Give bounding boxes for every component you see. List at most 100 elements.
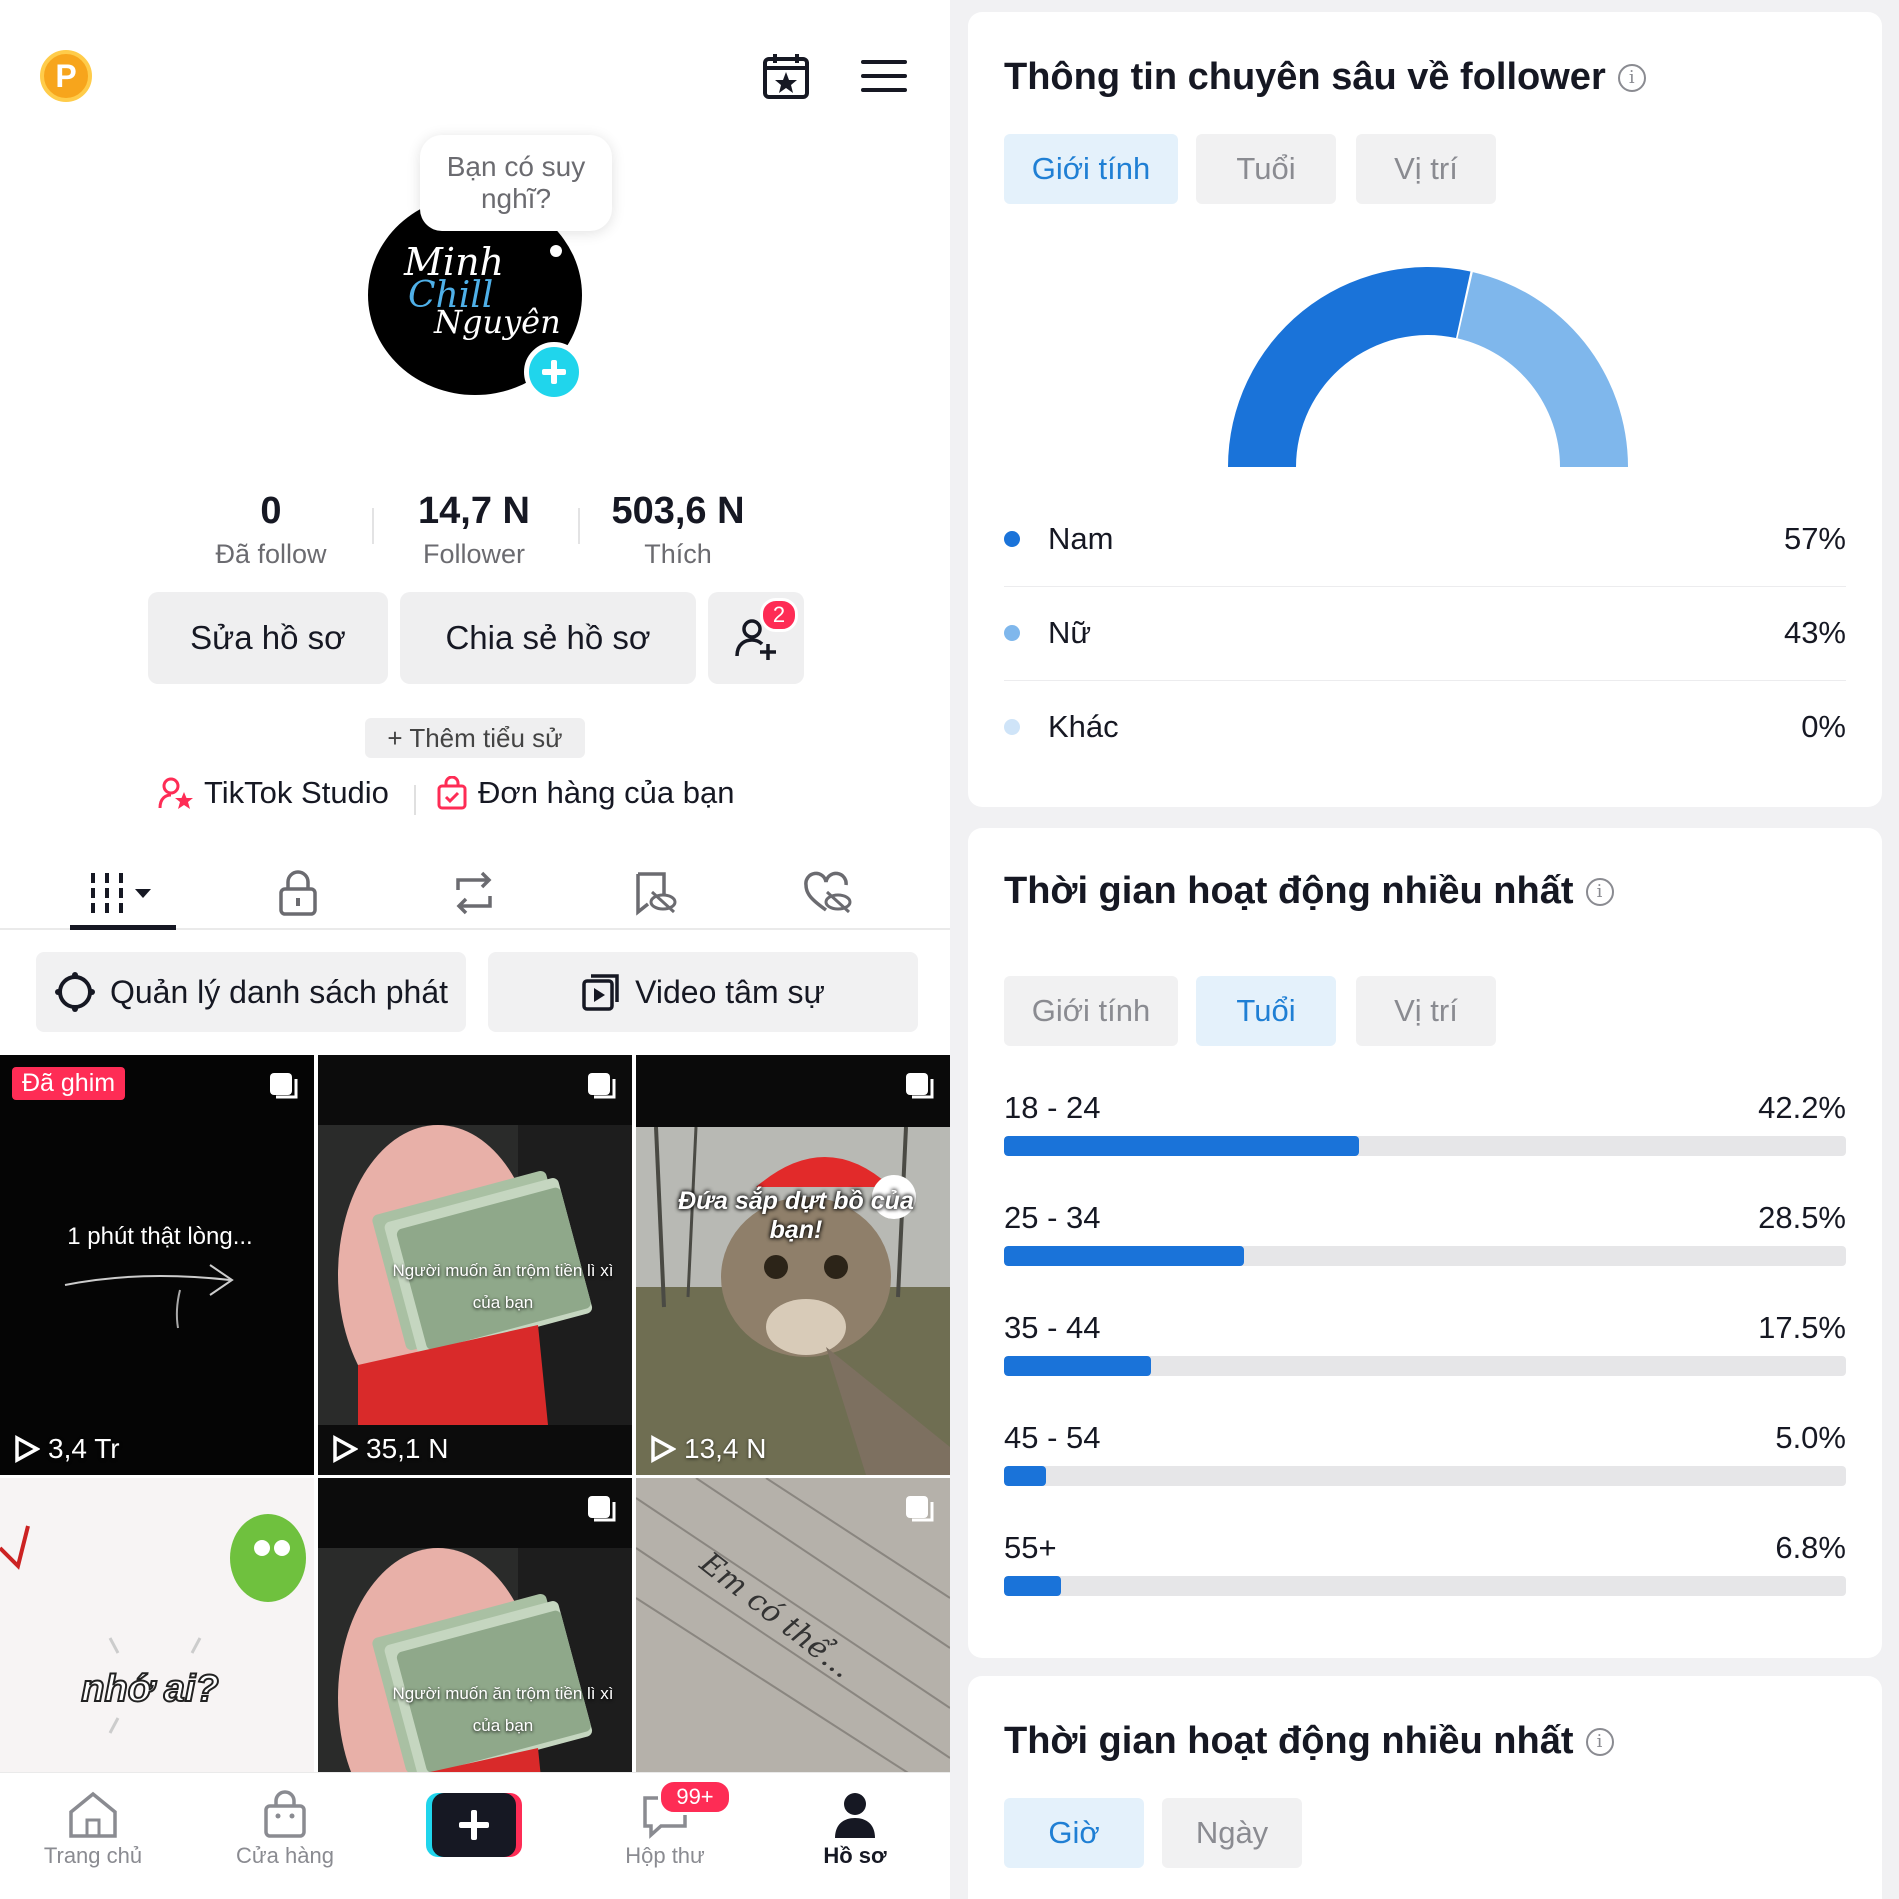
- tab-videos[interactable]: [62, 855, 182, 930]
- activity-time-card: Thời gian hoạt động nhiều nhất i Giờ Ngà…: [968, 1676, 1882, 1899]
- age-row-label: 45 - 54 5.0%: [1004, 1420, 1846, 1456]
- stat-following[interactable]: 0 Đã follow: [215, 490, 327, 569]
- avatar-text-2: Chill: [408, 275, 493, 316]
- calendar-star-icon[interactable]: [758, 48, 814, 104]
- tab-location[interactable]: Vị trí: [1356, 134, 1496, 204]
- heart-hidden-icon: [804, 871, 852, 913]
- active-tab-indicator: [70, 925, 176, 930]
- profile-icon: [835, 1793, 875, 1838]
- age-range: 25 - 34: [1004, 1200, 1101, 1235]
- add-bio-button[interactable]: + Thêm tiểu sử: [365, 718, 585, 758]
- add-avatar-icon[interactable]: [524, 342, 584, 402]
- multi-clip-icon: [906, 1496, 934, 1522]
- tab-day[interactable]: Ngày: [1162, 1798, 1302, 1868]
- tab-age[interactable]: Tuổi: [1196, 134, 1336, 204]
- play-icon: [333, 1435, 358, 1463]
- shop-icon: [264, 1790, 306, 1838]
- story-video-button[interactable]: Video tâm sự: [488, 952, 918, 1032]
- tab-age[interactable]: Tuổi: [1196, 976, 1336, 1046]
- tab-location[interactable]: Vị trí: [1356, 976, 1496, 1046]
- content-tabs: [0, 855, 950, 930]
- orders-link[interactable]: Đơn hàng của bạn: [436, 775, 734, 811]
- view-count: 13,4 N: [650, 1433, 767, 1465]
- age-bar-track: [1004, 1246, 1846, 1266]
- tab-liked[interactable]: [768, 855, 888, 930]
- nav-profile[interactable]: Hồ sơ: [770, 1787, 940, 1869]
- studio-icon: [158, 777, 193, 809]
- age-bar-track: [1004, 1576, 1846, 1596]
- age-bar: [1004, 1466, 1047, 1486]
- info-icon[interactable]: i: [1585, 877, 1614, 906]
- bottom-nav: Trang chủ Cửa hàng Hộp thư 99+ Hồ sơ: [0, 1772, 950, 1899]
- follower-insights-title: Thông tin chuyên sâu về follower i: [1004, 56, 1646, 99]
- video-thumbnail[interactable]: Đứa sắp dựt bồ của bạn! 13,4 N: [636, 1055, 950, 1475]
- legend-divider: [1004, 680, 1846, 681]
- video-story-icon: [582, 974, 619, 1011]
- view-count: 35,1 N: [332, 1433, 449, 1465]
- tab-reposts[interactable]: [414, 855, 534, 930]
- video-thumbnail[interactable]: Người muốn ăn trộm tiền lì xì của bạn 35…: [318, 1055, 632, 1475]
- age-range: 45 - 54: [1004, 1420, 1101, 1455]
- legend-dot: [1004, 531, 1020, 547]
- info-icon[interactable]: i: [1617, 63, 1646, 92]
- video-caption: 1 phút thật lòng...: [67, 1223, 253, 1250]
- lock-icon: [279, 869, 317, 916]
- nav-shop[interactable]: Cửa hàng: [200, 1787, 370, 1869]
- cat-photo: [636, 1127, 950, 1475]
- age-range: 35 - 44: [1004, 1310, 1101, 1345]
- coins-icon[interactable]: P: [40, 50, 92, 102]
- stat-followers[interactable]: 14,7 N Follower: [418, 490, 530, 569]
- pinned-badge: Đã ghim: [12, 1067, 126, 1100]
- home-icon: [69, 1791, 117, 1838]
- age-bar: [1004, 1136, 1360, 1156]
- age-bar: [1004, 1576, 1062, 1596]
- tab-gender[interactable]: Giới tính: [1004, 134, 1178, 204]
- legend-dot: [1004, 719, 1020, 735]
- age-bar-track: [1004, 1356, 1846, 1376]
- activity-age-card: Thời gian hoạt động nhiều nhất i Giới tí…: [968, 828, 1882, 1658]
- video-caption: Đứa sắp dựt bồ của bạn!: [678, 1187, 914, 1244]
- tab-favorites[interactable]: [594, 855, 714, 930]
- age-row-label: 18 - 24 42.2%: [1004, 1090, 1846, 1126]
- avatar-text-1: Minh: [403, 240, 504, 284]
- tab-private[interactable]: [238, 855, 358, 930]
- age-percent: 5.0%: [1775, 1420, 1846, 1455]
- lined-paper-photo: [636, 1478, 950, 1778]
- age-bar: [1004, 1246, 1244, 1266]
- shopping-bag-icon: [437, 776, 467, 810]
- multi-clip-icon: [588, 1496, 616, 1522]
- create-button[interactable]: [426, 1793, 522, 1857]
- age-bar-track: [1004, 1136, 1846, 1156]
- age-percent: 28.5%: [1758, 1200, 1846, 1235]
- tiktok-studio-link[interactable]: TikTok Studio: [158, 775, 389, 811]
- video-caption: nhớ ai?: [80, 1667, 219, 1711]
- info-icon[interactable]: i: [1585, 1727, 1614, 1756]
- play-icon: [15, 1435, 40, 1463]
- video-thumbnail[interactable]: Đã ghim 1 phút thật lòng... 3,4 Tr: [0, 1055, 314, 1475]
- tab-hour[interactable]: Giờ: [1004, 1798, 1144, 1868]
- legend-dot: [1004, 625, 1020, 641]
- stat-divider: [578, 508, 580, 544]
- age-percent: 42.2%: [1758, 1090, 1846, 1125]
- share-profile-button[interactable]: Chia sẻ hồ sơ: [400, 592, 696, 684]
- tab-gender[interactable]: Giới tính: [1004, 976, 1178, 1046]
- age-percent: 6.8%: [1775, 1530, 1846, 1565]
- edit-profile-button[interactable]: Sửa hồ sơ: [148, 592, 388, 684]
- link-divider: [414, 785, 416, 815]
- age-row-label: 55+ 6.8%: [1004, 1530, 1846, 1566]
- legend-row: Khác 0%: [1004, 680, 1846, 774]
- repost-icon: [456, 871, 492, 914]
- playlist-gear-icon: [54, 972, 95, 1012]
- menu-icon[interactable]: [856, 48, 912, 104]
- manage-playlist-button[interactable]: Quản lý danh sách phát: [36, 952, 466, 1032]
- gender-donut-chart: [1228, 267, 1628, 467]
- doodle-art: [0, 1514, 306, 1734]
- stat-likes[interactable]: 503,6 N Thích: [611, 490, 745, 569]
- multi-clip-icon: [588, 1073, 616, 1099]
- follower-insights-card: Thông tin chuyên sâu về follower i Giới …: [968, 12, 1882, 807]
- thought-bubble[interactable]: Bạn có suy nghĩ?: [420, 135, 612, 231]
- legend-divider: [1004, 586, 1846, 587]
- nav-home[interactable]: Trang chủ: [8, 1787, 178, 1869]
- grid-icon: [91, 872, 151, 913]
- money-photo: [318, 1125, 632, 1425]
